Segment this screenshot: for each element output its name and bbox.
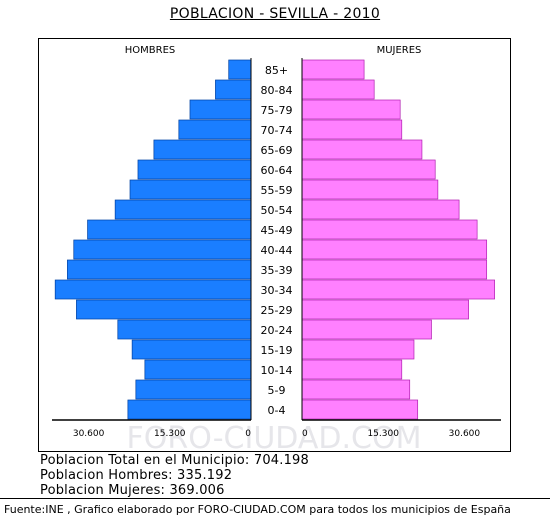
- age-label-5-9: 5-9: [268, 384, 286, 397]
- bar-hombres-40-44: [73, 239, 252, 260]
- bar-mujeres-25-29: [301, 299, 469, 320]
- age-label-20-24: 20-24: [261, 324, 293, 337]
- bar-hombres-10-14: [144, 359, 252, 380]
- bar-hombres-75-79: [189, 99, 252, 120]
- source-footer: Fuente:INE , Grafico elaborado por FORO-…: [4, 503, 511, 516]
- age-label-0-4: 0-4: [268, 404, 286, 417]
- watermark: FORO-CIUDAD.COM: [127, 421, 422, 451]
- age-label-45-49: 45-49: [261, 224, 293, 237]
- bar-mujeres-60-64: [301, 159, 436, 180]
- bar-hombres-15-19: [131, 339, 252, 360]
- footer-divider: [0, 498, 550, 499]
- bar-hombres-80-84: [215, 79, 252, 100]
- bar-hombres-35-39: [67, 259, 252, 280]
- male-population: Poblacion Hombres: 335.192: [40, 468, 233, 483]
- age-label-40-44: 40-44: [261, 244, 293, 257]
- female-population: Poblacion Mujeres: 369.006: [40, 483, 225, 498]
- tick-left-15.300: 15.300: [154, 429, 186, 439]
- bar-hombres-20-24: [117, 319, 252, 340]
- bar-mujeres-15-19: [301, 339, 415, 360]
- age-label-10-14: 10-14: [261, 364, 293, 377]
- bar-mujeres-70-74: [301, 119, 403, 140]
- bar-hombres-65-69: [153, 139, 252, 160]
- age-label-65-69: 65-69: [261, 144, 293, 157]
- age-label-70-74: 70-74: [261, 124, 293, 137]
- bar-hombres-30-34: [54, 279, 252, 300]
- bar-mujeres-50-54: [301, 199, 460, 220]
- tick-left-30.600: 30.600: [73, 429, 105, 439]
- bar-mujeres-20-24: [301, 319, 432, 340]
- bar-hombres-55-59: [129, 179, 252, 200]
- right-group-label: MUJERES: [377, 45, 422, 56]
- age-label-60-64: 60-64: [261, 164, 293, 177]
- bar-mujeres-40-44: [301, 239, 488, 260]
- bar-mujeres-85+: [301, 59, 365, 80]
- age-label-15-19: 15-19: [261, 344, 293, 357]
- bar-mujeres-10-14: [301, 359, 403, 380]
- bar-mujeres-5-9: [301, 379, 411, 400]
- tick-right-0: 0: [302, 429, 308, 439]
- age-label-55-59: 55-59: [261, 184, 293, 197]
- chart-title: POBLACION - SEVILLA - 2010: [169, 6, 381, 22]
- bar-mujeres-0-4: [301, 399, 419, 420]
- bar-hombres-60-64: [137, 159, 252, 180]
- age-label-80-84: 80-84: [261, 84, 293, 97]
- bar-mujeres-45-49: [301, 219, 478, 240]
- bar-mujeres-80-84: [301, 79, 375, 100]
- bar-mujeres-65-69: [301, 139, 423, 160]
- pyramid-panel: FORO-CIUDAD.COM HOMBRES MUJERES 85+ 80-84…: [38, 38, 511, 452]
- bar-hombres-85+: [228, 59, 252, 80]
- bar-hombres-5-9: [135, 379, 252, 400]
- age-label-75-79: 75-79: [261, 104, 293, 117]
- tick-right-15.300: 15.300: [367, 429, 399, 439]
- bar-hombres-50-54: [114, 199, 252, 220]
- bar-mujeres-55-59: [301, 179, 439, 200]
- bar-mujeres-75-79: [301, 99, 401, 120]
- bar-mujeres-30-34: [301, 279, 495, 300]
- age-label-35-39: 35-39: [261, 264, 293, 277]
- bar-hombres-45-49: [87, 219, 252, 240]
- age-label-25-29: 25-29: [261, 304, 293, 317]
- total-population: Poblacion Total en el Municipio: 704.198: [40, 453, 310, 468]
- age-label-85+: 85+: [265, 64, 288, 77]
- age-label-50-54: 50-54: [261, 204, 293, 217]
- bar-hombres-70-74: [178, 119, 252, 140]
- population-pyramid: FORO-CIUDAD.COM HOMBRES MUJERES 85+ 80-84…: [52, 45, 501, 451]
- age-label-30-34: 30-34: [261, 284, 293, 297]
- left-group-label: HOMBRES: [125, 45, 176, 56]
- tick-left-0: 0: [245, 429, 251, 439]
- bar-hombres-25-29: [76, 299, 252, 320]
- bar-mujeres-35-39: [301, 259, 488, 280]
- bar-hombres-0-4: [127, 399, 252, 420]
- tick-right-30.600: 30.600: [449, 429, 481, 439]
